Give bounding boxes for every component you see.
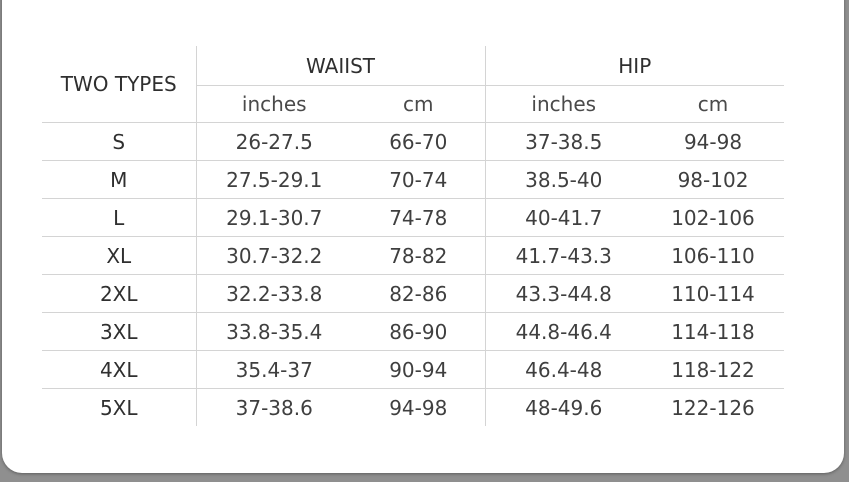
waist-inches-cell: 35.4-37 (196, 350, 352, 389)
waist-cm-header: cm (352, 85, 486, 123)
waist-cm-cell: 82-86 (352, 274, 486, 313)
size-label: 4XL (42, 350, 197, 389)
table-row: 4XL 35.4-37 90-94 46.4-48 118-122 (42, 350, 784, 389)
waist-inches-cell: 30.7-32.2 (196, 236, 352, 275)
waist-inches-cell: 27.5-29.1 (196, 160, 352, 199)
hip-inches-header: inches (485, 85, 642, 123)
waist-inches-cell: 26-27.5 (196, 122, 352, 161)
size-label: 3XL (42, 312, 197, 351)
hip-inches-cell: 38.5-40 (485, 160, 642, 199)
table-row: M 27.5-29.1 70-74 38.5-40 98-102 (42, 160, 784, 199)
size-chart-table: TWO TYPES WAIIST HIP inches cm inches cm… (42, 46, 784, 426)
size-label: 5XL (42, 388, 197, 426)
hip-group-header: HIP (485, 46, 784, 86)
waist-inches-cell: 29.1-30.7 (196, 198, 352, 237)
hip-cm-header: cm (642, 85, 784, 123)
size-chart-card: TWO TYPES WAIIST HIP inches cm inches cm… (2, 0, 844, 473)
hip-cm-cell: 110-114 (642, 274, 784, 313)
waist-group-header: WAIIST (196, 46, 486, 86)
hip-inches-cell: 41.7-43.3 (485, 236, 642, 275)
hip-cm-cell: 106-110 (642, 236, 784, 275)
table-row: 2XL 32.2-33.8 82-86 43.3-44.8 110-114 (42, 274, 784, 313)
waist-inches-cell: 37-38.6 (235, 395, 313, 420)
table-row: L 29.1-30.7 74-78 40-41.7 102-106 (42, 198, 784, 237)
waist-cm-cell: 94-98 (352, 388, 486, 426)
waist-cm-cell: 86-90 (352, 312, 486, 351)
hip-cm-cell: 118-122 (642, 350, 784, 389)
hip-inches-cell: 37-38.5 (485, 122, 642, 161)
size-label: XL (42, 236, 197, 275)
size-label: L (42, 198, 197, 237)
table-row: XL 30.7-32.2 78-82 41.7-43.3 106-110 (42, 236, 784, 275)
hip-inches-cell: 44.8-46.4 (485, 312, 642, 351)
waist-inches-cell: 33.8-35.4 (196, 312, 352, 351)
waist-inches-cell: 32.2-33.8 (196, 274, 352, 313)
table-row: S 26-27.5 66-70 37-38.5 94-98 (42, 122, 784, 161)
size-label: 2XL (42, 274, 197, 313)
hip-cm-cell: 98-102 (642, 160, 784, 199)
hip-cm-cell: 94-98 (642, 122, 784, 161)
table-row: 5XL 37-38.6 94-98 48-49.6 122-126 (42, 388, 784, 426)
waist-cm-cell: 78-82 (352, 236, 486, 275)
size-label: M (42, 160, 197, 199)
hip-inches-cell: 48-49.6 (525, 395, 603, 420)
hip-inches-cell: 46.4-48 (485, 350, 642, 389)
size-label: S (42, 122, 197, 161)
table-row: 3XL 33.8-35.4 86-90 44.8-46.4 114-118 (42, 312, 784, 351)
hip-cm-cell: 114-118 (642, 312, 784, 351)
hip-inches-cell: 40-41.7 (485, 198, 642, 237)
waist-inches-header: inches (196, 85, 352, 123)
hip-cm-cell: 122-126 (671, 395, 755, 420)
waist-cm-cell: 74-78 (352, 198, 486, 237)
size-column-header: TWO TYPES (42, 46, 197, 123)
hip-inches-cell: 43.3-44.8 (485, 274, 642, 313)
waist-cm-cell: 66-70 (352, 122, 486, 161)
waist-cm-cell: 70-74 (352, 160, 486, 199)
hip-cm-cell: 102-106 (642, 198, 784, 237)
waist-cm-cell: 90-94 (352, 350, 486, 389)
